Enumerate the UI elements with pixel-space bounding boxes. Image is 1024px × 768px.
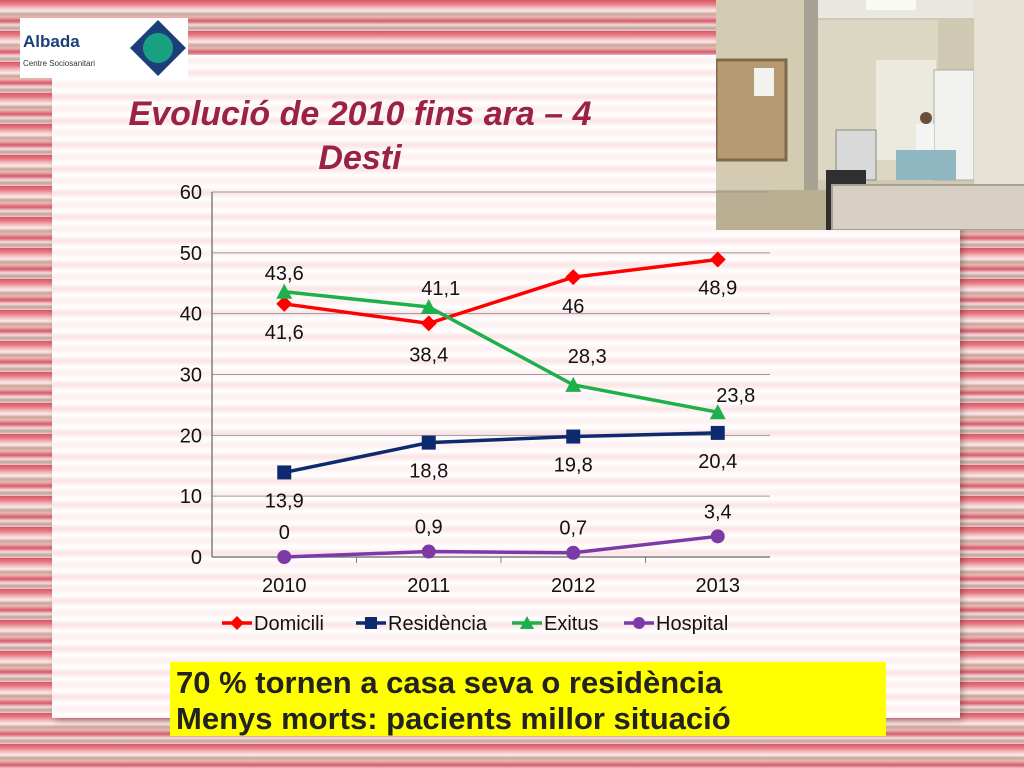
point-domicili-2013 — [709, 251, 726, 268]
legend-marker-domicili — [230, 616, 244, 630]
point-resid-ncia-2011 — [421, 435, 436, 450]
x-tick-2013: 2013 — [696, 575, 741, 597]
legend-item-domicili: Domicili — [222, 613, 324, 635]
legend-marker-hospital — [633, 617, 645, 629]
point-resid-ncia-2013 — [710, 425, 725, 440]
point-resid-ncia-2012 — [566, 429, 581, 444]
data-label-resid-ncia-2010: 13,9 — [265, 490, 304, 512]
x-tick-labels: 2010 2011 2012 2013 — [262, 575, 740, 597]
point-hospital-2010 — [277, 550, 292, 564]
data-label-domicili-2011: 38,4 — [409, 344, 448, 366]
point-exitus-2011 — [420, 298, 437, 314]
logo-subtitle: Centre Sociosanitari — [23, 59, 96, 68]
data-label-resid-ncia-2011: 18,8 — [409, 461, 448, 483]
point-domicili-2012 — [565, 269, 582, 286]
data-label-resid-ncia-2012: 19,8 — [554, 455, 593, 477]
y-tick-20: 20 — [180, 425, 202, 447]
y-tick-40: 40 — [180, 304, 202, 326]
data-label-hospital-2013: 3,4 — [704, 501, 732, 523]
x-tick-2011: 2011 — [407, 575, 450, 597]
legend-label-resid-ncia: Residència — [388, 613, 488, 635]
point-exitus-2010 — [276, 283, 293, 299]
highlight-line1: 70 % tornen a casa seva o residència — [176, 665, 723, 700]
chart-legend: Domicili Residència Exitus Hospital — [222, 613, 728, 635]
point-hospital-2012 — [566, 545, 581, 560]
series-line-resid-ncia — [283, 431, 718, 475]
legend-marker-exitus — [520, 616, 534, 629]
legend-marker-resid-ncia — [365, 617, 377, 629]
data-label-resid-ncia-2013: 20,4 — [698, 451, 737, 473]
legend-item-hospital: Hospital — [624, 613, 728, 635]
point-resid-ncia-2010 — [277, 465, 292, 480]
point-domicili-2010 — [276, 295, 293, 312]
slide-title: Evolució de 2010 fins ara – 4 Desti — [60, 92, 660, 180]
data-label-hospital-2012: 0,7 — [559, 518, 587, 540]
data-label-exitus-2011: 41,1 — [421, 278, 460, 300]
point-hospital-2013 — [710, 529, 725, 544]
data-label-domicili-2012: 46 — [562, 296, 584, 318]
legend-label-domicili: Domicili — [254, 613, 324, 635]
highlight-box: 70 % tornen a casa seva o residència Men… — [170, 662, 886, 736]
x-tick-2012: 2012 — [551, 575, 596, 597]
point-hospital-2011 — [421, 544, 436, 559]
slide-title-line2: Desti — [318, 139, 402, 177]
y-tick-60: 60 — [180, 182, 202, 204]
data-label-hospital-2010: 0 — [279, 522, 290, 544]
data-label-exitus-2010: 43,6 — [265, 263, 304, 285]
chart-series — [276, 251, 726, 564]
legend-item-resid-ncia: Residència — [356, 613, 488, 635]
series-line-hospital — [284, 534, 718, 559]
y-tick-50: 50 — [180, 243, 202, 265]
highlight-line2: Menys morts: pacients millor situació — [176, 701, 731, 736]
series-line-exitus — [284, 290, 719, 414]
y-tick-0: 0 — [191, 547, 202, 569]
series-line-domicili — [284, 257, 718, 326]
albada-logo: Albada Centre Sociosanitari — [20, 18, 188, 78]
data-label-domicili-2013: 48,9 — [698, 278, 737, 300]
logo-name: Albada — [23, 32, 80, 51]
legend-item-exitus: Exitus — [512, 613, 598, 635]
chart-data-labels: 41,6 38,4 46 48,9 13,9 18,8 19,8 20,4 43,6 41,1 28… — [265, 263, 755, 544]
slide-title-line1: Evolució de 2010 fins ara – 4 — [128, 95, 592, 133]
y-tick-labels: 0 10 20 30 40 50 60 — [180, 182, 202, 569]
data-label-exitus-2012: 28,3 — [568, 346, 607, 368]
point-exitus-2013 — [709, 404, 726, 420]
point-domicili-2011 — [420, 315, 437, 332]
point-exitus-2012 — [565, 376, 582, 392]
legend-label-hospital: Hospital — [656, 613, 728, 635]
data-label-exitus-2013: 23,8 — [716, 385, 755, 407]
y-tick-30: 30 — [180, 365, 202, 387]
data-label-domicili-2010: 41,6 — [265, 322, 304, 344]
x-tick-2010: 2010 — [262, 575, 307, 597]
y-tick-10: 10 — [180, 486, 202, 508]
data-label-hospital-2011: 0,9 — [415, 517, 443, 539]
legend-label-exitus: Exitus — [544, 613, 598, 635]
logo-diamond-icon — [128, 18, 188, 78]
